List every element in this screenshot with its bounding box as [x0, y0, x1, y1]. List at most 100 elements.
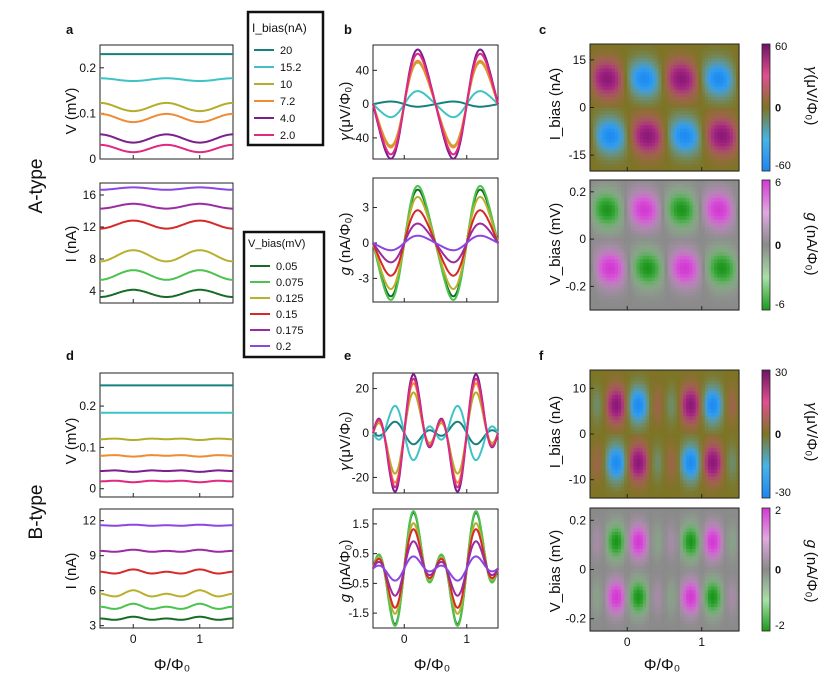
- c_bot-cell: [698, 266, 703, 271]
- c_bot-cell: [707, 219, 712, 224]
- c_top-cell: [599, 146, 604, 151]
- a_top-ytick-label: 0: [89, 152, 96, 166]
- c_bot-cell: [636, 295, 641, 300]
- c_bot-cell: [732, 273, 737, 279]
- c_bot-cell: [707, 212, 712, 217]
- f_top-cell: [720, 405, 725, 410]
- c_top-cell: [661, 68, 666, 73]
- c_top-cell: [720, 111, 725, 116]
- c_bot-cell: [608, 190, 613, 196]
- c_bot-cell: [636, 266, 641, 271]
- c_bot-cell: [692, 216, 697, 221]
- c_top-cell: [707, 65, 712, 70]
- c_top-cell: [639, 86, 644, 91]
- c_top-cell: [627, 89, 631, 94]
- c_top-cell: [717, 65, 721, 70]
- c_bot-cell: [735, 273, 740, 279]
- c_top-cell: [707, 54, 712, 59]
- c_bot-cell: [670, 187, 675, 192]
- f_top-cell: [667, 419, 672, 424]
- c_top-cell: [661, 107, 666, 112]
- c_top-cell: [729, 58, 734, 63]
- c_bot-cell: [608, 226, 613, 232]
- f_top-cell: [596, 437, 600, 442]
- f_top-cell: [608, 384, 613, 389]
- c_bot-cell: [735, 288, 740, 293]
- f_top-cell: [652, 373, 656, 378]
- c_top-cell: [596, 93, 600, 98]
- c_top-cell: [686, 44, 690, 49]
- c_bot-cell: [624, 230, 628, 235]
- f_top-cell: [707, 409, 712, 414]
- c_top-cell: [605, 86, 610, 91]
- c_bot-cell: [633, 241, 638, 246]
- c_top-cell: [636, 146, 641, 151]
- c_bot-cell: [717, 187, 721, 192]
- c_bot-ytick-label: 0.2: [569, 185, 586, 199]
- c_top-cell: [680, 100, 684, 105]
- c_bot-cell: [639, 270, 644, 275]
- c_bot-cell: [720, 273, 725, 279]
- c_top-cell: [639, 103, 644, 109]
- c-bot-ylabel: V_bias (mV): [547, 203, 564, 286]
- f_top-cell: [627, 444, 631, 449]
- c_bot-cell: [692, 270, 697, 275]
- f_top-cell: [658, 430, 662, 435]
- f_top-cell: [590, 370, 594, 375]
- c_top-cell: [692, 132, 697, 137]
- f_top-cell: [729, 405, 734, 410]
- f_top-cell: [627, 409, 631, 414]
- f_top-cell: [711, 455, 715, 460]
- f_top-cell: [590, 380, 594, 385]
- c_bot-cell: [590, 190, 594, 196]
- c_bot-cell: [648, 284, 653, 289]
- f_top-cell: [593, 391, 597, 396]
- c_top-cell: [729, 96, 734, 102]
- c_top-cell: [720, 96, 725, 102]
- f_top-cell: [683, 426, 687, 432]
- c_bot-cell: [729, 255, 734, 261]
- c_top-cell: [717, 96, 721, 102]
- c_top-cell: [617, 47, 622, 52]
- c_top-cell: [732, 79, 737, 84]
- f_top-cell: [608, 455, 613, 460]
- c_top-cell: [714, 65, 718, 70]
- c_bot-cell: [655, 259, 659, 264]
- f_top-cell: [630, 394, 635, 400]
- c_top-cell: [633, 118, 638, 123]
- c_bot-cell: [602, 205, 607, 210]
- f_top-cell: [614, 455, 619, 460]
- f_top-cell: [627, 419, 631, 424]
- c_top-cell: [652, 114, 656, 119]
- f_top-cell: [673, 419, 678, 424]
- c_top-cell: [596, 132, 600, 137]
- c_bot-cell: [698, 299, 703, 304]
- c_bot-cell: [735, 306, 740, 311]
- c_top-cell: [735, 96, 740, 102]
- f_top-cell: [714, 430, 718, 435]
- f_top-cell: [667, 458, 672, 464]
- c_bot-cell: [729, 219, 734, 224]
- f_top-cell: [658, 423, 662, 428]
- f_top-cell: [707, 458, 712, 464]
- f_top-cell: [723, 409, 728, 414]
- c_top-cell: [658, 107, 662, 112]
- c_bot-cell: [729, 266, 734, 271]
- c_bot-cell: [590, 288, 594, 293]
- c_bot-cell: [593, 252, 597, 257]
- c_top-cell: [664, 86, 669, 91]
- c_top-cell: [648, 79, 653, 84]
- c_bot-cell: [683, 201, 687, 206]
- c_bot-cell: [602, 198, 607, 203]
- f_top-cell: [593, 423, 597, 428]
- c_top-cell: [590, 118, 594, 123]
- c_top-cell: [698, 82, 703, 87]
- c_top-cell: [614, 156, 619, 162]
- c_bot-cell: [624, 255, 628, 261]
- f_top-cell: [593, 377, 597, 382]
- f_top-cell: [624, 426, 628, 432]
- c_top-cell: [723, 132, 728, 137]
- c_top-cell: [621, 82, 625, 87]
- c_top-cell: [707, 118, 712, 123]
